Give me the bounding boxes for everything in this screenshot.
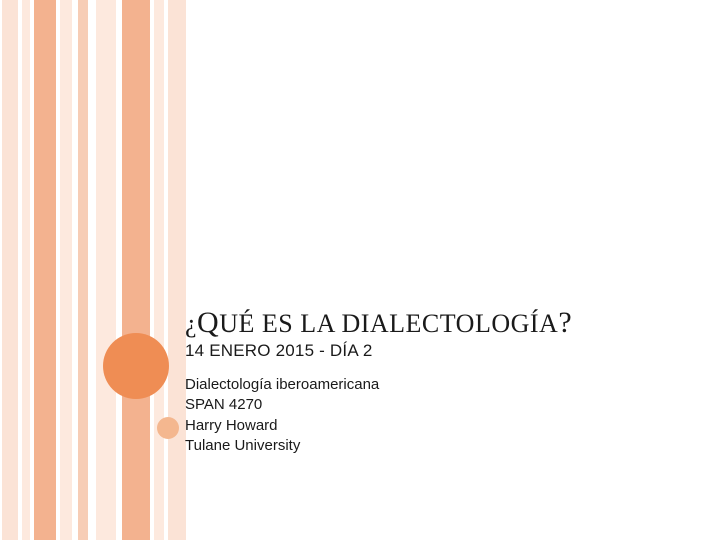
body-line: SPAN 4270 [185,395,685,415]
stripe [34,0,56,540]
slide-content: ¿QUÉ ES LA DIALECTOLOGÍA? 14 ENERO 2015 … [185,306,685,456]
title-open-mark: ¿ [185,309,197,338]
decorative-stripes [0,0,190,540]
title-big-q: Q [197,306,219,339]
body-line: Dialectología iberoamericana [185,375,685,395]
slide-body: Dialectología iberoamericana SPAN 4270 H… [185,375,685,456]
title-close-mark: ? [558,306,572,339]
stripe [154,0,164,540]
stripe [122,0,150,540]
body-line: Harry Howard [185,416,685,436]
stripe [168,0,186,540]
body-line: Tulane University [185,436,685,456]
slide-title: ¿QUÉ ES LA DIALECTOLOGÍA? [185,306,685,339]
decorative-circle [157,417,179,439]
stripe [60,0,72,540]
slide-subtitle: 14 ENERO 2015 - DÍA 2 [185,341,685,361]
stripe [78,0,88,540]
stripe [2,0,18,540]
decorative-circle [103,333,169,399]
stripe [96,0,116,540]
title-rest: UÉ ES LA DIALECTOLOGÍA [219,309,558,338]
stripe [22,0,30,540]
